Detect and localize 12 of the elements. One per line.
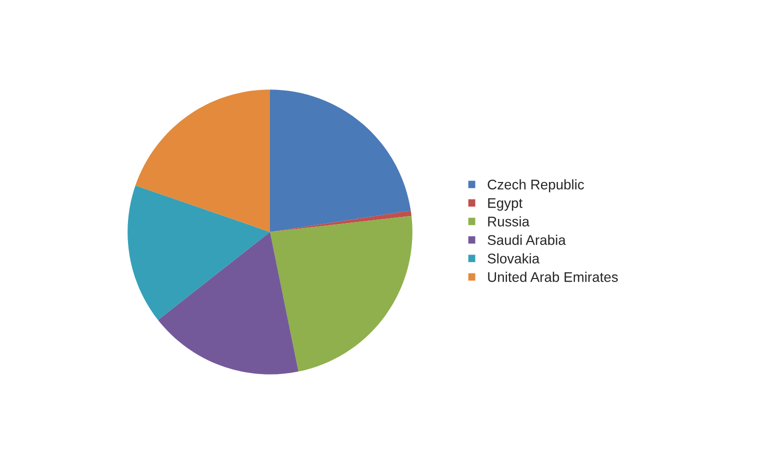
legend-label: Russia xyxy=(488,216,530,226)
legend-label: United Arab Emirates xyxy=(488,272,618,282)
legend-label: Slovakia xyxy=(488,253,540,264)
pie-slice xyxy=(135,90,270,232)
pie-slice xyxy=(270,216,412,372)
legend-label: Saudi Arabia xyxy=(488,234,566,245)
legend-label: Czech Republic xyxy=(488,179,584,192)
pie-slice xyxy=(128,185,270,320)
pie-slice xyxy=(158,232,298,374)
pie-slice xyxy=(270,90,411,232)
pie-slice xyxy=(270,210,412,232)
legend-label: Egypt xyxy=(488,198,522,211)
